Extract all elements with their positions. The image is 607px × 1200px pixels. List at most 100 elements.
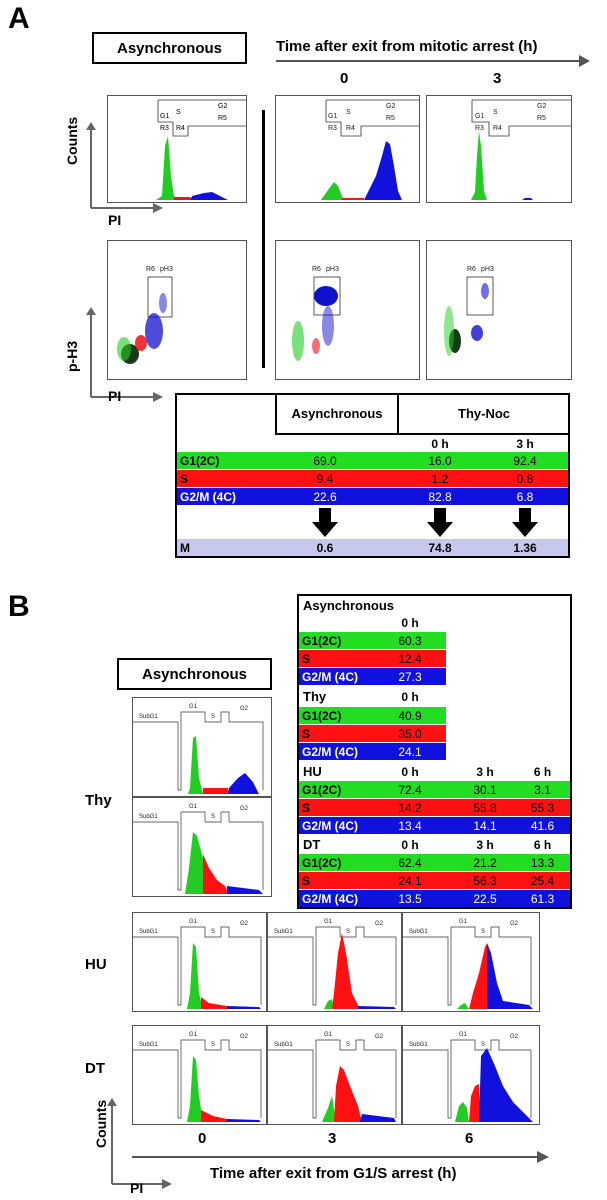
hist-area [479,1048,533,1122]
table-a-row-m-label: M [180,540,190,555]
dt-6-plot: SubG1 G1 S G2 [403,1032,533,1122]
panel-b-hist-dt-6: SubG1 G1 S G2 [402,1025,540,1125]
table-a-m-3h: 1.36 [513,540,537,555]
panel-a-separator [262,110,265,368]
gate-r5: R5 [218,115,227,122]
hist-area [201,1110,229,1122]
hist-g2-peak [190,192,228,200]
table-b-dt-title: DT [303,837,321,852]
table-a-sub-3h: 3 h [516,436,534,451]
panel-b-time-3: 3 [328,1130,337,1147]
table-a-s-0h: 1.2 [431,471,449,486]
gate-g1: G1 [160,113,169,120]
table-a-row-s-label: S [180,471,189,486]
table-b-hu-g1-row [299,781,570,798]
gate-g1: G1 [189,704,198,710]
panel-b-hist-dt-3: SubG1 G1 S G2 [267,1025,402,1125]
hist-area [469,1084,481,1122]
gate-g1: G1 [189,1032,198,1038]
svg-text:pH3: pH3 [160,266,173,273]
panel-b-hist-hu-0: SubG1 G1 S G2 [132,912,267,1012]
gate-subg1: SubG1 [274,1042,293,1048]
hu-3-plot: SubG1 G1 S G2 [268,919,397,1009]
svg-text:R5: R5 [386,115,395,122]
table-b-hu-g2m-0: 13.4 [398,818,422,833]
down-arrow-icon [427,508,453,537]
table-b-dt-s-label: S [302,873,311,888]
svg-text:R6: R6 [146,266,155,273]
table-b-thy-g2m-val: 24.1 [398,744,422,759]
table-b-hu-g2m-row [299,817,570,834]
gate-s: S [176,109,181,116]
table-b-async-g1-row [299,632,446,649]
table-b-dt-g1-row [299,854,570,871]
gate-g2: G2 [240,1034,249,1040]
table-b-dt-time-0: 0 h [401,837,419,852]
table-a-g2m-3h: 6.8 [516,489,534,504]
panel-a-table-divider-1 [275,393,277,435]
table-a-m-0h: 74.8 [428,540,452,555]
gate-g2: G2 [375,1034,384,1040]
gate-subg1: SubG1 [139,1042,158,1048]
table-b-hu-g1-6: 3.1 [534,782,551,797]
panel-a-dot-async-plot: R6 pH3 [117,266,173,364]
svg-text:S: S [346,109,351,116]
table-b-async-g2m-label: G2/M (4C) [302,669,359,684]
table-b-dt-g2m-3: 22.5 [473,891,497,906]
table-a-g2m-0h: 82.8 [428,489,452,504]
table-b-async-s-val: 12.4 [398,651,422,666]
table-b-thy-title: Thy [303,689,327,704]
gate-s: S [481,929,485,935]
table-b-hu-time-6: 6 h [533,764,552,779]
svg-text:SubG1: SubG1 [139,814,158,820]
table-b-hu-s-0: 14.2 [398,800,422,815]
panel-a-dot-0h-plot: R6 pH3 [292,266,341,361]
hist-area [358,1006,396,1009]
svg-text:G1: G1 [475,113,484,120]
panel-a-dot-3h: R6 pH3 [426,240,572,380]
table-b-thy-g2m-row [299,743,446,760]
gate-g1: G1 [189,919,198,925]
gate-g2: G2 [240,921,249,927]
table-a-header-async: Asynchronous [291,405,383,421]
panel-a-hist-0h: G1 R3 S R4 G2 R5 [275,95,420,203]
svg-text:S: S [211,814,215,820]
table-b-thy-g1-val: 40.9 [398,708,422,723]
gate-subg1: SubG1 [139,929,158,935]
table-a-g1-0h: 16.0 [428,453,452,468]
gate-s: S [211,714,215,720]
gate-s: S [481,1042,485,1048]
table-b-hu-s-6: 55.3 [530,800,555,815]
table-b-async-s-row [299,650,446,667]
table-b-async-time: 0 h [401,616,419,630]
panel-b-async-label: Asynchronous [117,658,272,690]
table-a-s-3h: 0.8 [516,471,534,486]
panel-a-time-3: 3 [493,70,502,87]
table-b-dt-s-0: 24.1 [398,873,422,888]
hu-0-plot: SubG1 G1 S G2 [133,919,262,1009]
gate-lines [133,711,264,791]
gate-g1: G1 [324,919,333,925]
table-b-hu-time-3: 3 h [476,764,494,779]
panel-a-dot-3h-plot: R6 pH3 [444,266,494,356]
panel-b-xlabel: Time after exit from G1/S arrest (h) [210,1165,457,1182]
table-a-header-thynoc: Thy-Noc [458,405,510,421]
table-b-thy-g2m-label: G2/M (4C) [302,744,359,759]
hist-area [487,943,533,1009]
hist-area [332,933,360,1009]
svg-text:R6: R6 [312,266,321,273]
gate-g2: G2 [240,706,249,712]
table-b-thy-time: 0 h [401,689,419,704]
panel-a-ph3-label: p-H3 [64,340,80,372]
table-b-hu-g1-3: 30.1 [473,782,497,797]
hist-area [334,1066,362,1122]
panel-b-time-arrow [132,1151,549,1163]
panel-b-hist-hu-6: SubG1 G1 S G2 [402,912,540,1012]
gate-g2: G2 [510,921,519,927]
table-b-dt-g1-3: 21.2 [473,855,497,870]
table-b-hu-s-label: S [302,800,311,815]
gate-subg1: SubG1 [274,929,293,935]
gate-g1: G1 [324,1032,333,1038]
table-b-thy-s-val: 35.0 [398,726,422,741]
table-b-dt-g1-0: 62.4 [398,855,422,870]
